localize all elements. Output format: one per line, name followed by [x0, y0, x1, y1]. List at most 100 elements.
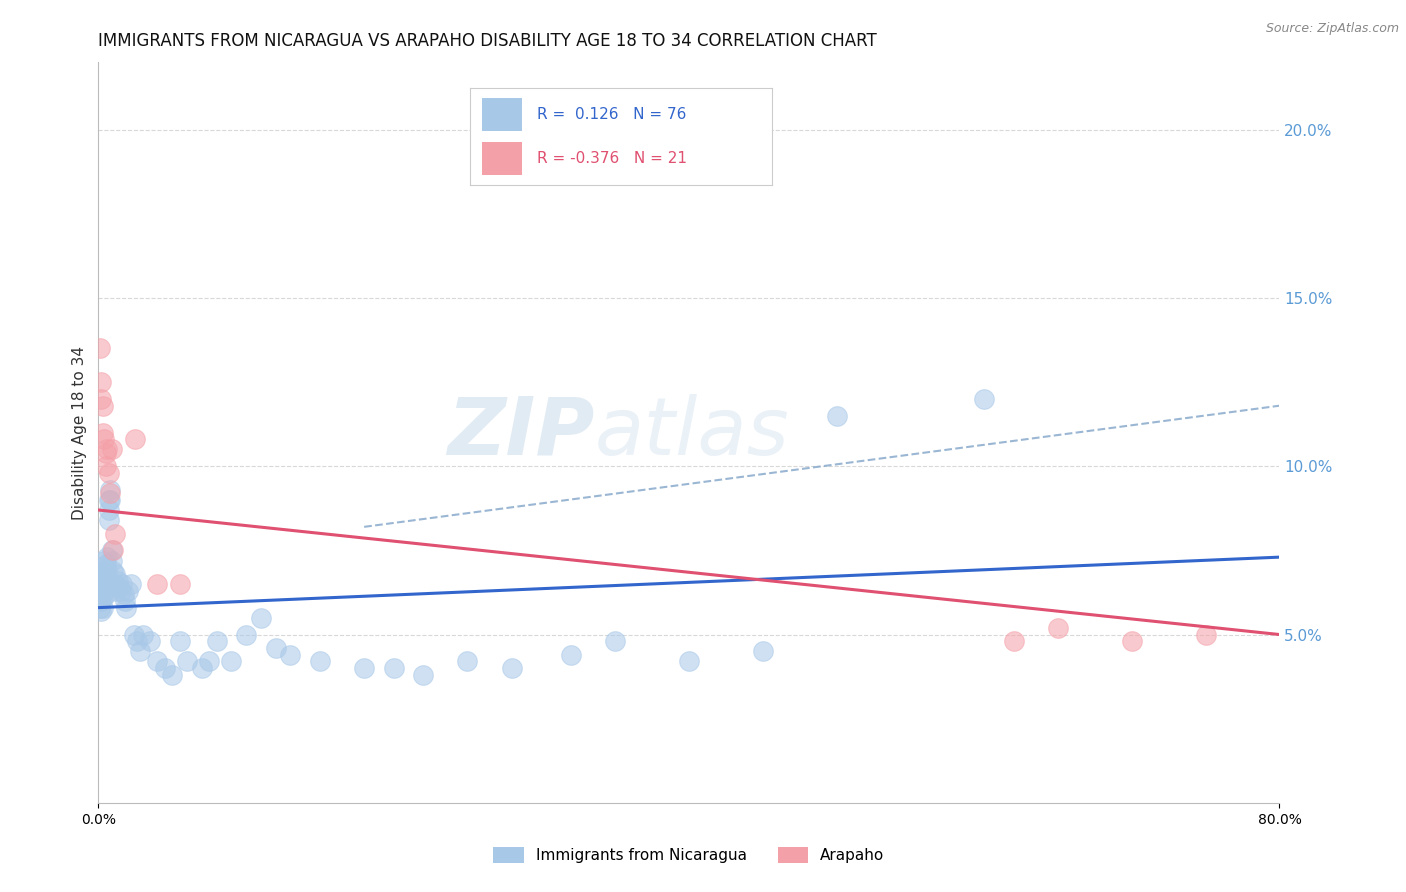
Point [96, 574, 118, 588]
Point [1002, 634, 1025, 648]
Point [560, 648, 582, 662]
Point [93, 583, 115, 598]
Point [191, 661, 214, 675]
Point [90, 577, 112, 591]
Point [280, 648, 302, 662]
Point [353, 661, 375, 675]
Point [309, 655, 332, 669]
Point [96, 442, 118, 457]
Point [90, 583, 112, 598]
Point [128, 644, 150, 658]
Point [91, 399, 114, 413]
Point [107, 574, 129, 588]
Point [90, 594, 112, 608]
Point [169, 577, 191, 591]
Point [97, 513, 120, 527]
Point [678, 655, 700, 669]
Point [108, 581, 131, 595]
Point [205, 634, 228, 648]
Point [162, 668, 183, 682]
Point [110, 583, 132, 598]
Point [103, 543, 125, 558]
Point [146, 577, 169, 591]
Text: atlas: atlas [595, 393, 789, 472]
Point [91, 591, 114, 605]
Point [90, 604, 112, 618]
Point [96, 564, 118, 578]
Point [457, 655, 479, 669]
Point [94, 587, 117, 601]
Point [605, 634, 627, 648]
Point [98, 486, 121, 500]
Point [90, 375, 112, 389]
Point [114, 594, 136, 608]
Point [382, 661, 405, 675]
Point [94, 446, 117, 460]
Point [89, 583, 111, 598]
Point [94, 566, 117, 581]
Point [221, 655, 243, 669]
Point [89, 594, 111, 608]
Point [94, 459, 117, 474]
Point [198, 655, 221, 669]
Point [91, 560, 114, 574]
Point [973, 392, 995, 406]
Point [97, 466, 120, 480]
Point [264, 640, 287, 655]
Point [100, 553, 122, 567]
Point [91, 600, 114, 615]
Point [825, 409, 848, 423]
Legend: Immigrants from Nicaragua, Arapaho: Immigrants from Nicaragua, Arapaho [486, 841, 891, 869]
Point [89, 600, 111, 615]
Point [132, 627, 155, 641]
Point [752, 644, 775, 658]
Point [104, 577, 127, 591]
Point [90, 566, 112, 581]
Point [93, 564, 115, 578]
Point [176, 655, 198, 669]
Point [97, 503, 120, 517]
Point [98, 483, 121, 497]
Point [93, 574, 115, 588]
Point [100, 442, 122, 457]
Text: ZIP: ZIP [447, 393, 595, 472]
Point [94, 557, 117, 571]
Point [112, 587, 135, 601]
Point [103, 564, 125, 578]
Point [91, 570, 114, 584]
Point [94, 577, 117, 591]
Point [124, 433, 146, 447]
Point [104, 526, 127, 541]
Point [96, 550, 118, 565]
Point [169, 634, 191, 648]
Point [117, 583, 139, 598]
Point [97, 492, 120, 507]
Point [122, 627, 145, 641]
Point [1195, 627, 1218, 641]
Point [100, 543, 122, 558]
Point [139, 634, 162, 648]
Point [125, 634, 148, 648]
Point [104, 566, 127, 581]
Point [501, 661, 523, 675]
Point [1046, 621, 1070, 635]
Point [235, 627, 257, 641]
Point [115, 600, 138, 615]
Point [120, 577, 142, 591]
Point [111, 577, 134, 591]
Point [103, 577, 125, 591]
Text: Source: ZipAtlas.com: Source: ZipAtlas.com [1265, 22, 1399, 36]
Point [250, 610, 273, 624]
Point [146, 655, 169, 669]
Point [105, 583, 128, 598]
Text: IMMIGRANTS FROM NICARAGUA VS ARAPAHO DISABILITY AGE 18 TO 34 CORRELATION CHART: IMMIGRANTS FROM NICARAGUA VS ARAPAHO DIS… [98, 32, 877, 50]
Point [153, 661, 176, 675]
Y-axis label: Disability Age 18 to 34: Disability Age 18 to 34 [72, 345, 87, 520]
Point [93, 553, 115, 567]
Point [1121, 634, 1143, 648]
Point [91, 425, 114, 440]
Point [93, 433, 115, 447]
Point [91, 581, 114, 595]
Point [89, 570, 111, 584]
Point [98, 492, 121, 507]
